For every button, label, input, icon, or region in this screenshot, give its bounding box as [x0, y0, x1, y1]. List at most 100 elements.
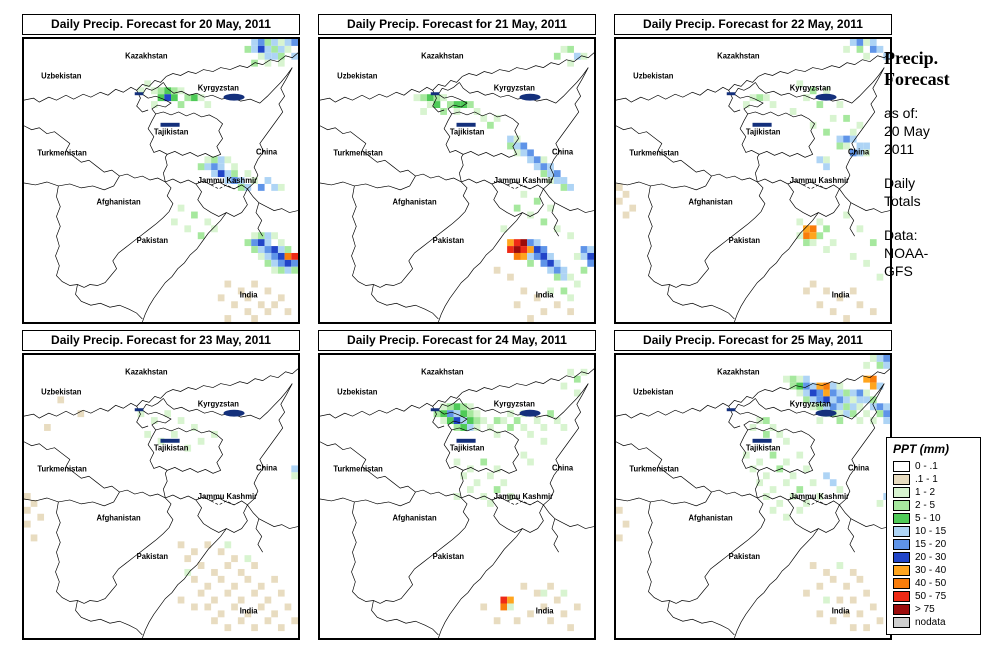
svg-text:Turkmenistan: Turkmenistan — [37, 148, 87, 157]
map-canvas: Kazakhstan Uzbekistan Kyrgyzstan Tajikistan… — [318, 37, 596, 324]
svg-text:Pakistan: Pakistan — [137, 552, 169, 561]
lakes — [134, 92, 245, 127]
legend-entry: 1 - 2 — [893, 486, 975, 499]
panel-title: Daily Precip. Forecast for 25 May, 2011 — [614, 330, 892, 351]
svg-text:China: China — [256, 463, 278, 472]
legend-swatch — [893, 500, 910, 511]
svg-text:Pakistan: Pakistan — [729, 552, 761, 561]
panel-title: Daily Precip. Forecast for 24 May, 2011 — [318, 330, 596, 351]
legend-swatch — [893, 526, 910, 537]
sidebar-text-line: as of: — [884, 105, 919, 121]
lakes — [430, 92, 541, 127]
legend-label: 40 - 50 — [915, 578, 947, 589]
svg-text:Afghanistan: Afghanistan — [97, 198, 141, 207]
legend-entry: 40 - 50 — [893, 577, 975, 590]
svg-text:Turkmenistan: Turkmenistan — [333, 148, 383, 157]
legend-swatch — [893, 487, 910, 498]
country-labels: Kazakhstan Uzbekistan Kyrgyzstan Tajikistan… — [629, 368, 869, 616]
svg-text:Pakistan: Pakistan — [729, 236, 761, 245]
legend-entry: 2 - 5 — [893, 499, 975, 512]
legend-entry: > 75 — [893, 603, 975, 616]
svg-text:Uzbekistan: Uzbekistan — [41, 387, 82, 396]
svg-text:Uzbekistan: Uzbekistan — [337, 71, 378, 80]
svg-text:China: China — [552, 463, 574, 472]
forecast-panel: Daily Precip. Forecast for 20 May, 2011 K… — [22, 14, 300, 324]
svg-text:Kazakhstan: Kazakhstan — [125, 52, 168, 61]
svg-text:China: China — [256, 147, 278, 156]
sidebar-text-line: Data: — [884, 227, 918, 243]
svg-text:Kyrgyzstan: Kyrgyzstan — [790, 399, 831, 408]
legend-entries: 0 - .1 .1 - 1 1 - 2 2 - 5 5 - 10 10 - 15 15 - … — [893, 460, 975, 629]
legend-entry: 0 - .1 — [893, 460, 975, 473]
sidebar-info-block: Daily Totals — [884, 174, 980, 210]
map-svg: Kazakhstan Uzbekistan Kyrgyzstan Tajikistan… — [616, 355, 890, 638]
legend-title: PPT (mm) — [893, 442, 950, 456]
panel-title: Daily Precip. Forecast for 23 May, 2011 — [22, 330, 300, 351]
legend-swatch — [893, 539, 910, 550]
svg-text:Kyrgyzstan: Kyrgyzstan — [790, 83, 831, 92]
svg-text:Kyrgyzstan: Kyrgyzstan — [494, 399, 535, 408]
svg-text:India: India — [240, 290, 258, 299]
forecast-panel: Daily Precip. Forecast for 24 May, 2011 K… — [318, 330, 596, 640]
forecast-panel: Daily Precip. Forecast for 23 May, 2011 K… — [22, 330, 300, 640]
svg-text:Tajikistan: Tajikistan — [154, 128, 189, 137]
sidebar-text-line: Totals — [884, 193, 921, 209]
legend-entry: 20 - 30 — [893, 551, 975, 564]
legend-swatch — [893, 578, 910, 589]
legend-entry: 30 - 40 — [893, 564, 975, 577]
svg-text:Jammu Kashmir: Jammu Kashmir — [198, 176, 257, 185]
legend-entry: nodata — [893, 616, 975, 629]
svg-text:Jammu Kashmir: Jammu Kashmir — [494, 176, 553, 185]
sidebar: Precip. Forecast as of: 20 May 2011 Daily Tot… — [884, 48, 980, 296]
legend-label: 10 - 15 — [915, 526, 947, 537]
sidebar-info-block: Data: NOAA- GFS — [884, 226, 980, 280]
svg-text:Pakistan: Pakistan — [137, 236, 169, 245]
legend-entry: 10 - 15 — [893, 525, 975, 538]
forecast-panel: Daily Precip. Forecast for 25 May, 2011 K… — [614, 330, 892, 640]
svg-text:Uzbekistan: Uzbekistan — [633, 387, 674, 396]
country-borders — [320, 52, 594, 322]
sidebar-title: Precip. Forecast — [884, 48, 980, 90]
sidebar-title-line: Forecast — [884, 69, 950, 89]
svg-text:India: India — [832, 290, 850, 299]
svg-text:Tajikistan: Tajikistan — [746, 444, 781, 453]
svg-text:Kazakhstan: Kazakhstan — [421, 368, 464, 377]
legend-swatch — [893, 604, 910, 615]
svg-text:Kazakhstan: Kazakhstan — [717, 52, 760, 61]
legend-swatch — [893, 591, 910, 602]
sidebar-info-block: as of: 20 May 2011 — [884, 104, 980, 158]
svg-text:Afghanistan: Afghanistan — [689, 198, 733, 207]
svg-text:India: India — [536, 606, 554, 615]
svg-text:Afghanistan: Afghanistan — [393, 198, 437, 207]
svg-text:Turkmenistan: Turkmenistan — [333, 464, 383, 473]
sidebar-text-line: Daily — [884, 175, 916, 191]
svg-text:Pakistan: Pakistan — [433, 552, 465, 561]
svg-text:India: India — [240, 606, 258, 615]
map-canvas: Kazakhstan Uzbekistan Kyrgyzstan Tajikistan… — [614, 37, 892, 324]
legend-label: nodata — [915, 617, 946, 628]
svg-text:Afghanistan: Afghanistan — [97, 514, 141, 523]
svg-text:Pakistan: Pakistan — [433, 236, 465, 245]
map-svg: Kazakhstan Uzbekistan Kyrgyzstan Tajikistan… — [320, 368, 594, 638]
legend-label: 20 - 30 — [915, 552, 947, 563]
map-canvas: Kazakhstan Uzbekistan Kyrgyzstan Tajikistan… — [318, 353, 596, 640]
svg-text:Jammu Kashmir: Jammu Kashmir — [494, 492, 553, 501]
precip-cells — [24, 396, 298, 632]
forecast-panel: Daily Precip. Forecast for 22 May, 2011 K… — [614, 14, 892, 324]
legend-swatch — [893, 474, 910, 485]
svg-text:China: China — [848, 147, 870, 156]
panel-title: Daily Precip. Forecast for 21 May, 2011 — [318, 14, 596, 35]
svg-text:India: India — [832, 606, 850, 615]
legend-swatch — [893, 461, 910, 472]
country-labels: Kazakhstan Uzbekistan Kyrgyzstan Tajikistan… — [333, 368, 573, 616]
legend-label: 1 - 2 — [915, 487, 936, 498]
svg-text:Kazakhstan: Kazakhstan — [717, 368, 760, 377]
svg-text:Uzbekistan: Uzbekistan — [41, 71, 82, 80]
map-svg: Kazakhstan Uzbekistan Kyrgyzstan Tajikistan… — [24, 39, 298, 322]
legend-swatch — [893, 565, 910, 576]
svg-text:Turkmenistan: Turkmenistan — [629, 464, 679, 473]
sidebar-info: as of: 20 May 2011 Daily Totals Data: NOAA- GFS — [884, 104, 980, 280]
country-borders — [24, 52, 298, 322]
svg-text:Tajikistan: Tajikistan — [154, 444, 189, 453]
lakes — [726, 408, 837, 443]
